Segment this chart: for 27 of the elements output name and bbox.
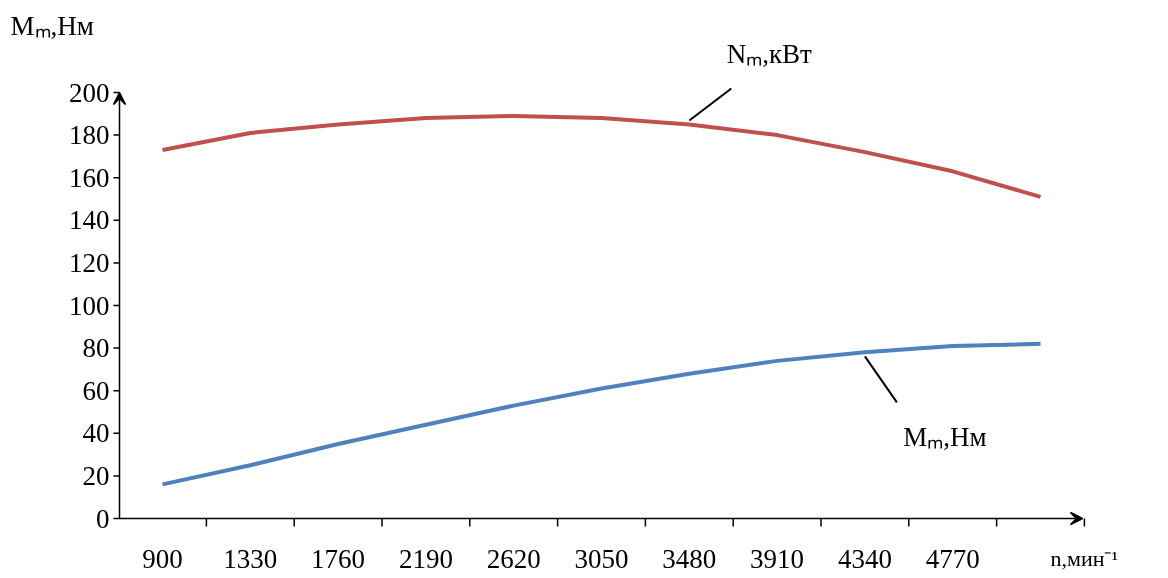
annotation: Mₘ,Нм: [903, 422, 987, 453]
y-tick-label: 120: [69, 247, 110, 278]
x-tick-label: 1760: [311, 543, 366, 574]
y-axis-title: Mₘ,Нм: [10, 10, 94, 41]
y-tick-label: 40: [82, 418, 110, 449]
y-tick-label: 140: [69, 205, 110, 236]
x-tick-label: 900: [142, 543, 183, 574]
y-tick-label: 60: [82, 375, 110, 406]
x-tick-label: 2190: [398, 543, 453, 574]
y-tick-label: 20: [82, 460, 110, 491]
x-tick-label: 1330: [223, 543, 278, 574]
annotation: Nₘ,кВт: [726, 39, 813, 70]
y-tick-label: 160: [69, 162, 110, 193]
x-tick-label: 3480: [662, 543, 717, 574]
y-tick-label: 80: [82, 333, 110, 364]
line-series: [160, 341, 1043, 487]
x-axis-title: n,мин⁻¹: [1050, 546, 1119, 571]
y-tick-label: 200: [69, 77, 110, 108]
x-tick-label: 3910: [750, 543, 805, 574]
x-tick-label: 4770: [925, 543, 980, 574]
y-tick-label: 0: [96, 503, 110, 534]
x-tick-label: 2620: [486, 543, 541, 574]
x-tick-label: 3050: [574, 543, 629, 574]
x-tick-label: 4340: [837, 543, 892, 574]
line-series: [160, 113, 1043, 199]
y-tick-label: 180: [69, 120, 110, 151]
y-tick-label: 100: [69, 290, 110, 321]
